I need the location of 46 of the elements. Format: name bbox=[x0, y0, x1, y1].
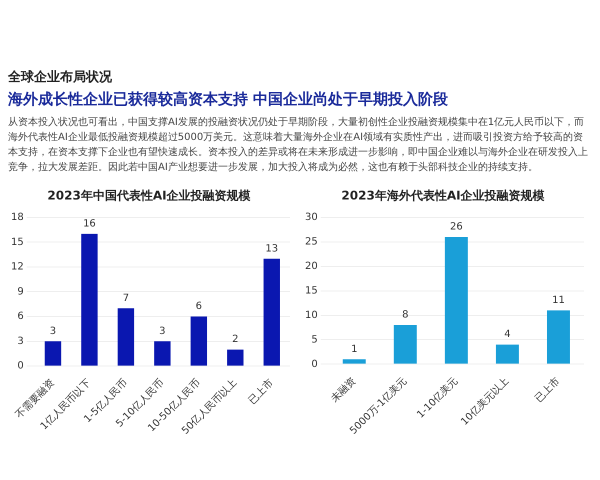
y-tick-label: 15 bbox=[304, 285, 318, 296]
bar bbox=[264, 258, 280, 366]
y-tick-label: 9 bbox=[17, 286, 24, 298]
y-tick-label: 18 bbox=[10, 212, 24, 223]
x-tick-label: 10亿美元以上 bbox=[458, 374, 512, 428]
y-tick-label: 25 bbox=[304, 236, 318, 248]
y-tick-label: 10 bbox=[304, 310, 318, 321]
y-tick-label: 0 bbox=[311, 358, 318, 370]
bar bbox=[394, 325, 417, 364]
y-tick-label: 15 bbox=[10, 236, 24, 248]
data-label: 3 bbox=[50, 326, 56, 337]
y-tick-label: 20 bbox=[304, 260, 318, 272]
bar bbox=[44, 341, 62, 366]
bar bbox=[444, 236, 468, 364]
x-tick-label: 未融资 bbox=[328, 374, 358, 405]
bar bbox=[154, 341, 171, 366]
data-label: 3 bbox=[159, 326, 166, 337]
y-tick-label: 6 bbox=[17, 311, 24, 322]
y-tick-label: 12 bbox=[10, 262, 24, 273]
bar bbox=[81, 234, 98, 366]
bar bbox=[118, 308, 134, 366]
text: 全球企业布局状况 bbox=[8, 69, 113, 86]
y-tick-label: 0 bbox=[17, 360, 24, 372]
x-tick-label: 已上市 bbox=[246, 376, 276, 406]
data-label: 6 bbox=[196, 301, 202, 312]
y-tick-label: 30 bbox=[304, 212, 318, 223]
bar bbox=[546, 310, 570, 364]
data-label: 11 bbox=[552, 294, 565, 306]
bar bbox=[190, 316, 208, 366]
data-label: 16 bbox=[83, 218, 96, 230]
bar bbox=[227, 350, 244, 366]
x-tick-label: 已上市 bbox=[532, 374, 562, 405]
data-label: 8 bbox=[402, 310, 408, 321]
data-label: 7 bbox=[122, 292, 130, 304]
text: 从资本投入状况也可看出，中国支撑AI发展的投融资状况仍处于早期阶段，大量初创性企业投融资规模集中在1亿元人民币以下，而海外代表性AI企业最低投融资规模超过5000万美元。这意味着大量海外企业在AI领域有实质性产出，进而吸引投资方给予较高的资本支持，在资本支撑下企业也有望快速成长。资本投入的差异或将在未来形成进一步影响，即中国企业难以与海外企业在研发投入上竞争，拉大发展差距。因此若中国AI产业想要进一步发展，加大投入将成为必然，这也有赖于头部科技企业的持续支持。 bbox=[8, 116, 589, 175]
text: 海外成长性企业已获得较高资本支持 中国企业尚处于早期投入阶段 bbox=[8, 90, 450, 109]
data-label: 2 bbox=[232, 334, 238, 346]
y-tick-label: 3 bbox=[17, 336, 24, 347]
data-label: 1 bbox=[351, 344, 358, 355]
chart-title: 2023年海外代表性AI企业投融资规模 bbox=[341, 188, 545, 202]
bar bbox=[496, 344, 519, 364]
data-label: 26 bbox=[450, 222, 463, 233]
data-label: 4 bbox=[504, 329, 511, 340]
chart-title: 2023年中国代表性AI企业投融资规模 bbox=[47, 188, 251, 202]
data-label: 13 bbox=[265, 243, 278, 254]
y-tick-label: 5 bbox=[311, 334, 318, 346]
